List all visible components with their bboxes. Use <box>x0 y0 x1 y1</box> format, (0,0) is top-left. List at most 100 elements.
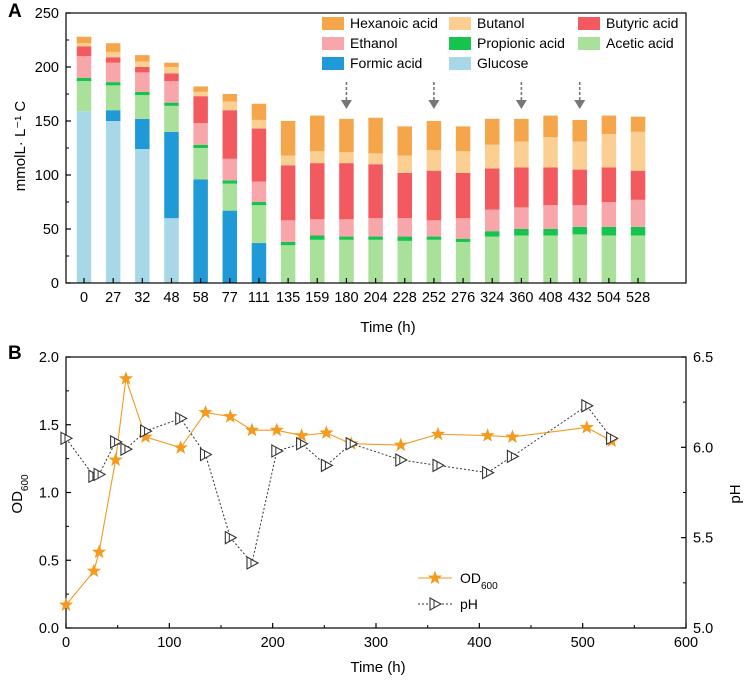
panel-a-ytick-label-50: 50 <box>43 222 59 238</box>
panel-b-ylabel-right: pH <box>727 484 744 503</box>
point-od-408 <box>480 428 495 442</box>
panel-a-legend: Hexanoic acid Butanol Butyric acid Ethanol P… <box>322 15 678 71</box>
bar-acetic-acid-111 <box>251 205 267 244</box>
panel-a-xtick-label-228: 228 <box>393 290 417 306</box>
point-ph-111 <box>175 411 188 426</box>
bar-butyric-acid-135 <box>280 165 296 221</box>
point-ph-48 <box>110 434 123 449</box>
point-ph-504 <box>581 398 594 413</box>
bar-hexanoic-acid-276 <box>455 126 471 152</box>
bar-hexanoic-acid-324 <box>484 118 500 145</box>
bar-propionic-acid-408 <box>543 229 558 236</box>
bar-propionic-acid-252 <box>426 236 442 240</box>
bar-acetic-acid-0 <box>76 81 92 112</box>
panel-a-xtick-label-360: 360 <box>509 290 533 306</box>
panel-b-xtick-label-200: 200 <box>261 635 285 651</box>
bar-butyric-acid-58 <box>193 96 208 124</box>
legend-label-ph: pH <box>460 596 478 612</box>
point-ph-360 <box>432 458 446 473</box>
bar-acetic-acid-408 <box>543 235 558 283</box>
panel-b-axes: 0.0 0.5 1.0 1.5 2.0 5.0 5.5 6.0 6.5 0 100 200 300 400… <box>39 350 713 651</box>
bar-acetic-acid-48 <box>164 105 179 132</box>
bar-acetic-acid-276 <box>455 241 471 283</box>
point-od-135 <box>198 405 213 419</box>
bar-butanol-276 <box>455 151 471 173</box>
legend-label-hexanoic-acid: Hexanoic acid <box>350 15 438 31</box>
bar-ethanol-276 <box>455 218 471 239</box>
bar-formic-acid-27 <box>105 110 121 121</box>
bar-ethanol-77 <box>222 158 238 181</box>
point-od-111 <box>173 440 188 454</box>
bar-hexanoic-acid-111 <box>251 103 267 120</box>
bar-butyric-acid-77 <box>222 110 238 159</box>
bar-acetic-acid-504 <box>601 235 617 283</box>
panel-b-ytick-right-label-5.0: 5.0 <box>693 621 713 637</box>
panel-b-xlabel: Time (h) <box>350 659 405 676</box>
bar-butyric-acid-204 <box>368 164 383 219</box>
bar-propionic-acid-204 <box>368 236 383 240</box>
point-od-504 <box>579 419 594 434</box>
bar-butyric-acid-32 <box>135 67 150 73</box>
bar-ethanol-111 <box>251 181 267 202</box>
panel-a-bars <box>76 36 646 283</box>
panel-a-xtick-label-48: 48 <box>163 290 179 306</box>
legend-label-od600: OD600 <box>460 570 498 592</box>
panel-a-xtick-label-77: 77 <box>222 290 238 306</box>
panel-a-ytick-label-0: 0 <box>51 276 59 292</box>
bar-ethanol-408 <box>543 205 558 229</box>
bar-hexanoic-acid-360 <box>514 118 529 142</box>
bar-butanol-408 <box>543 137 558 168</box>
bar-hexanoic-acid-77 <box>222 94 238 102</box>
bar-acetic-acid-32 <box>135 95 150 119</box>
bar-acetic-acid-135 <box>280 245 296 283</box>
point-ph-276 <box>345 436 359 451</box>
panel-a-xtick-label-32: 32 <box>134 290 150 306</box>
legend-swatch-formic-acid <box>322 57 344 70</box>
bar-glucose-32 <box>135 149 150 283</box>
bar-ethanol-528 <box>630 199 646 227</box>
bar-butyric-acid-528 <box>630 170 646 200</box>
panel-b-ytick-right-label-6.5: 6.5 <box>693 350 713 366</box>
panel-b-ytick-left-label-0.5: 0.5 <box>39 553 59 569</box>
bar-ethanol-228 <box>397 218 413 237</box>
bar-butyric-acid-252 <box>426 170 442 221</box>
bar-ethanol-324 <box>484 209 500 232</box>
bar-acetic-acid-204 <box>368 239 383 283</box>
legend-swatch-propionic-acid <box>449 37 471 50</box>
bar-propionic-acid-48 <box>164 102 179 106</box>
bar-hexanoic-acid-48 <box>164 62 179 67</box>
panel-a-ytick-label-100: 100 <box>35 168 59 184</box>
legend-label-butanol: Butanol <box>477 15 524 31</box>
bar-propionic-acid-504 <box>601 226 617 236</box>
panel-b-xtick-label-300: 300 <box>364 635 388 651</box>
bar-ethanol-32 <box>135 72 150 92</box>
bar-hexanoic-acid-528 <box>630 116 646 132</box>
bar-butyric-acid-228 <box>397 172 413 219</box>
panel-b-legend: OD600 pH <box>418 570 498 612</box>
panel-a-xtick-label-180: 180 <box>334 290 358 306</box>
bar-propionic-acid-228 <box>397 236 413 241</box>
point-ph-528 <box>606 431 619 446</box>
panel-a-xtick-label-204: 204 <box>363 290 387 306</box>
point-ph-408 <box>482 465 495 480</box>
bar-butanol-360 <box>514 141 529 168</box>
bar-butanol-180 <box>339 152 354 164</box>
point-od-180 <box>244 422 260 437</box>
point-ph-252 <box>320 458 334 473</box>
panel-a-xtick-label-504: 504 <box>597 290 621 306</box>
bar-propionic-acid-528 <box>630 226 646 236</box>
panel-a-xtick-label-276: 276 <box>451 290 475 306</box>
panel-a-xtick-label-159: 159 <box>305 290 329 306</box>
bar-hexanoic-acid-0 <box>76 36 92 44</box>
panel-a-arrows <box>340 82 586 109</box>
panel-b-xtick-label-0: 0 <box>62 635 70 651</box>
arrow-head-252 <box>428 100 440 109</box>
point-od-204 <box>269 422 284 437</box>
bar-glucose-0 <box>76 111 92 283</box>
legend-label-glucose: Glucose <box>477 55 529 71</box>
panel-b-ytick-right-label-6.0: 6.0 <box>693 440 713 456</box>
bar-formic-acid-111 <box>251 243 267 283</box>
legend-label-acetic-acid: Acetic acid <box>606 35 674 51</box>
panel-a-xtick-label-432: 432 <box>568 290 592 306</box>
